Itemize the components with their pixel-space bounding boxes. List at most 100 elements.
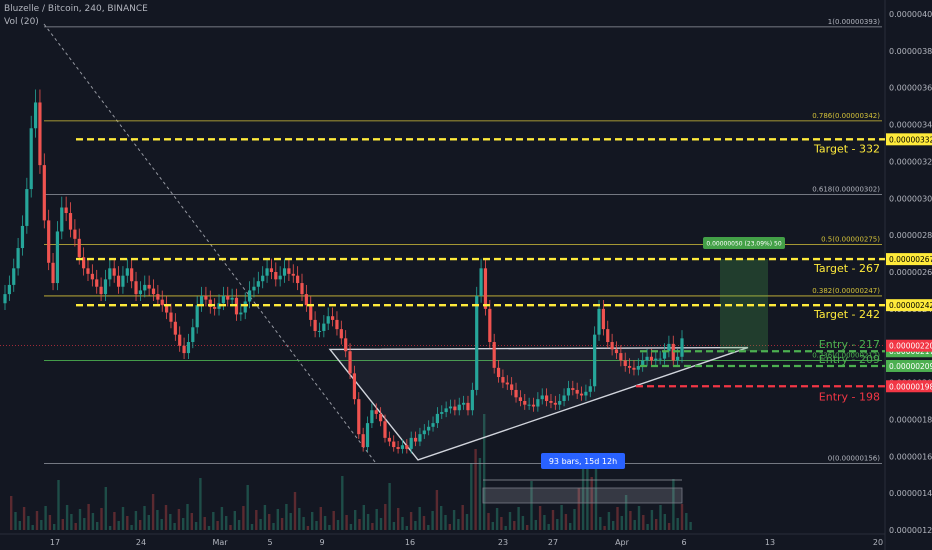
volume-bar bbox=[246, 485, 249, 530]
volume-bar bbox=[435, 490, 439, 530]
volume-bar bbox=[517, 507, 520, 530]
candle-body bbox=[165, 305, 169, 313]
volume-bar bbox=[164, 505, 168, 530]
volume-bar bbox=[130, 525, 133, 530]
volume-bar bbox=[151, 494, 155, 530]
candle-body bbox=[261, 275, 265, 282]
candle-body bbox=[387, 437, 391, 442]
y-tick-label: 0.00000120 bbox=[889, 526, 932, 535]
volume-bar bbox=[315, 521, 318, 530]
entry-badge bbox=[886, 359, 932, 372]
candle-body bbox=[619, 353, 623, 361]
volume-bar bbox=[91, 513, 95, 530]
volume-bar bbox=[388, 483, 391, 530]
volume-bar bbox=[40, 520, 43, 530]
candle-body bbox=[623, 360, 627, 366]
candle-body bbox=[116, 275, 121, 287]
candle-body bbox=[243, 301, 247, 313]
candle-body bbox=[514, 389, 518, 398]
volume-bar bbox=[526, 525, 529, 530]
candle-body bbox=[296, 275, 300, 284]
candle-body bbox=[313, 319, 317, 331]
volume-bar bbox=[371, 523, 374, 530]
candle-body bbox=[575, 389, 579, 394]
fib-level-label: 0.5(0.00000275) bbox=[821, 235, 880, 243]
volume-bar bbox=[220, 507, 224, 530]
volume-bar bbox=[478, 458, 482, 530]
volume-bar bbox=[349, 524, 353, 530]
volume-bar bbox=[203, 517, 206, 530]
candle-body bbox=[365, 423, 370, 448]
candle-body bbox=[444, 408, 448, 413]
candle-body bbox=[379, 413, 383, 422]
volume-bar bbox=[96, 522, 99, 530]
volume-bar bbox=[672, 479, 675, 530]
volume-bar bbox=[160, 519, 163, 530]
candle-body bbox=[182, 345, 186, 354]
volume-bar bbox=[117, 521, 120, 530]
volume-bar bbox=[513, 521, 516, 530]
candle-body bbox=[51, 262, 55, 284]
candle-body bbox=[256, 281, 260, 287]
volume-bar bbox=[457, 519, 460, 530]
candle-body bbox=[413, 437, 418, 442]
target-badge bbox=[886, 133, 932, 146]
volume-bar bbox=[379, 518, 383, 530]
candle-body bbox=[309, 305, 313, 320]
volume-bar bbox=[177, 509, 181, 530]
candle-body bbox=[440, 412, 444, 414]
volume-bar bbox=[500, 517, 503, 530]
volume-bar bbox=[336, 520, 340, 530]
candle-body bbox=[112, 268, 116, 276]
target-label: Target - 242 bbox=[813, 308, 880, 321]
volume-bar bbox=[285, 504, 288, 530]
candle-body bbox=[335, 319, 339, 330]
volume-bar bbox=[268, 514, 271, 530]
fib-trend-line bbox=[43, 23, 376, 463]
candle-body bbox=[169, 312, 173, 322]
candle-body bbox=[510, 384, 514, 390]
volume-bar bbox=[384, 504, 387, 530]
candle-body bbox=[357, 399, 361, 435]
volume-bar bbox=[448, 524, 451, 530]
x-tick-label: 5 bbox=[267, 538, 272, 547]
candle-body bbox=[278, 275, 282, 280]
volume-bar bbox=[255, 510, 258, 530]
candle-body bbox=[558, 401, 562, 405]
candle-body bbox=[138, 290, 142, 295]
volume-bar bbox=[212, 512, 215, 530]
target-label: Target - 267 bbox=[813, 262, 880, 275]
volume-bar bbox=[280, 518, 284, 530]
volume-bar bbox=[134, 511, 138, 530]
candle-body bbox=[488, 308, 492, 343]
candle-body bbox=[405, 445, 409, 449]
volume-bar bbox=[242, 506, 245, 530]
volume-bar bbox=[569, 523, 572, 530]
candle-body bbox=[462, 402, 466, 405]
volume-bar bbox=[186, 504, 189, 530]
volume-bar bbox=[556, 519, 559, 530]
stop-label: Entry - 198 bbox=[819, 390, 880, 403]
candle-body bbox=[540, 395, 544, 400]
volume-bar bbox=[194, 522, 198, 530]
candle-body bbox=[593, 334, 597, 387]
candle-body bbox=[108, 268, 112, 280]
candle-body bbox=[571, 388, 575, 390]
volume-bar bbox=[461, 505, 464, 530]
volume-bar bbox=[487, 513, 490, 530]
volume-bar bbox=[405, 526, 408, 530]
volume-bar bbox=[65, 505, 69, 530]
candle-body bbox=[265, 268, 269, 276]
volume-bar bbox=[70, 514, 73, 530]
candle-body bbox=[195, 305, 199, 328]
volume-bar bbox=[225, 516, 228, 530]
volume-bar bbox=[551, 510, 555, 530]
fib-level-label: 0(0.00000156) bbox=[828, 455, 880, 463]
candle-body bbox=[25, 189, 29, 226]
volume-bar bbox=[366, 514, 370, 530]
